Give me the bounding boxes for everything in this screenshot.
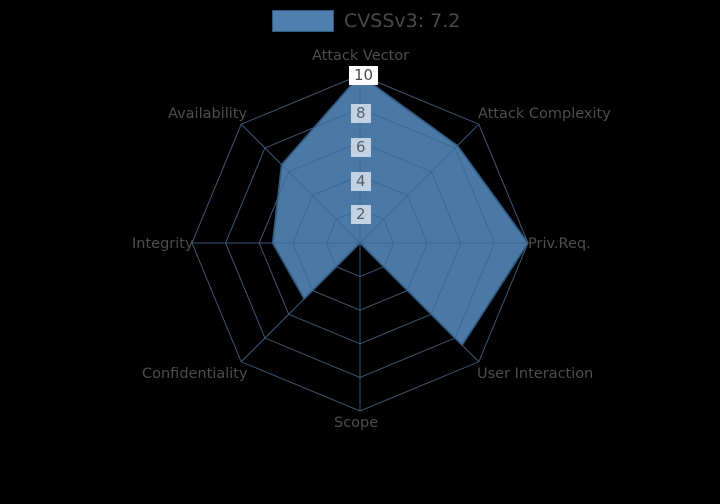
axis-label-attack-vector: Attack Vector [312,48,410,64]
axis-label-availability: Availability [168,106,248,122]
grid-spoke-overlay [240,123,361,244]
legend-swatch [272,10,334,32]
rtick-label-8: 8 [351,104,371,123]
axis-label-integrity: Integrity [132,236,194,252]
axis-label-user-interaction: User Interaction [477,366,594,382]
grid-spoke-overlay [240,242,361,363]
rtick-label-4: 4 [351,172,371,191]
grid-spoke-overlay [359,123,480,244]
legend[interactable]: CVSSv3: 7.2 [272,8,460,34]
rtick-label-10: 10 [349,66,379,85]
axis-label-attack-complexity: Attack Complexity [478,106,611,122]
axis-label-confidentiality: Confidentiality [142,366,248,382]
grid-spoke-overlay [359,242,480,363]
legend-label: CVSSv3: 7.2 [344,10,461,32]
rtick-label-2: 2 [351,205,371,224]
axis-label-priv-req: Priv.Req. [528,236,591,252]
axis-label-scope: Scope [334,415,379,431]
rtick-label-6: 6 [351,138,371,157]
grid-spokes-overlay [191,74,529,412]
